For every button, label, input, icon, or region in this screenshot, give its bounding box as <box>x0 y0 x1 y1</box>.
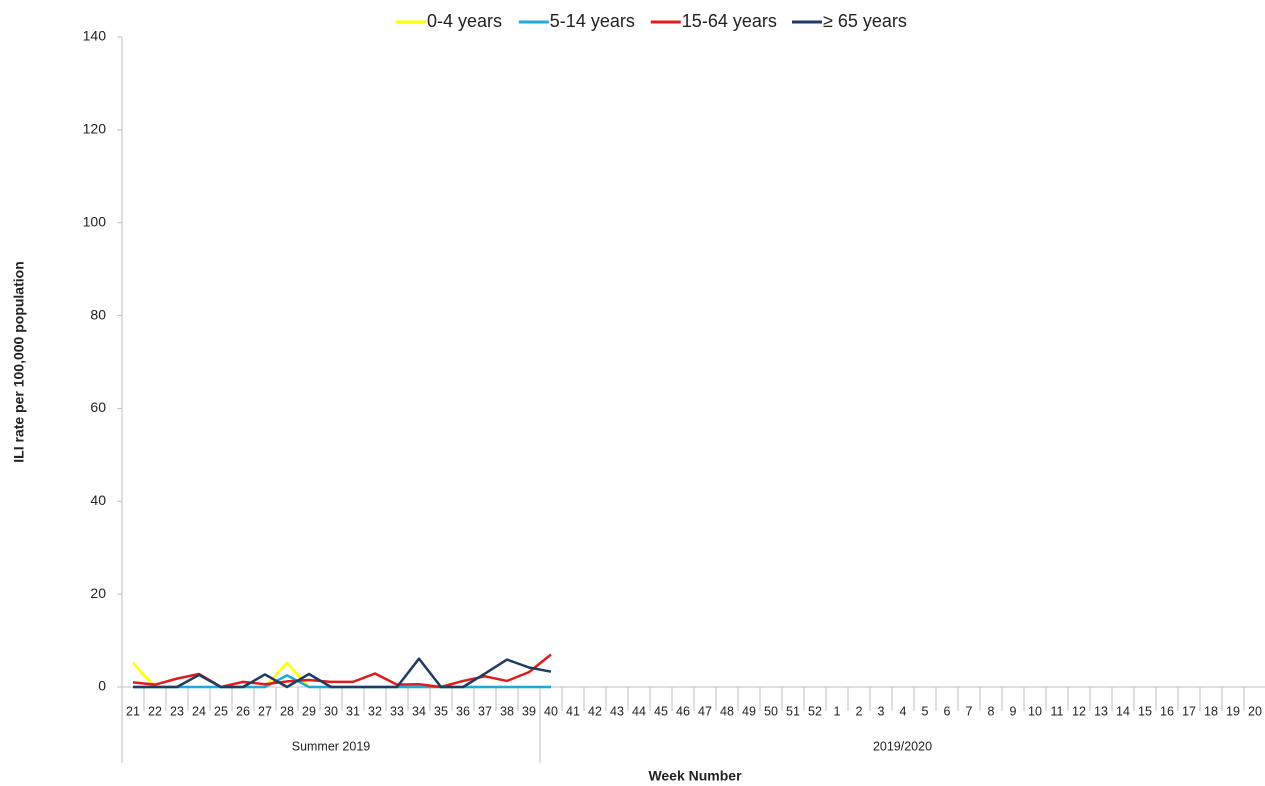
x-tick-label: 1 <box>834 704 841 718</box>
x-tick-label: 29 <box>302 704 316 718</box>
x-tick-label: 18 <box>1204 704 1218 718</box>
x-tick-label: 17 <box>1182 704 1196 718</box>
x-tick-label: 31 <box>346 704 360 718</box>
legend-label: ≥ 65 years <box>823 11 907 31</box>
x-tick-label: 32 <box>368 704 382 718</box>
x-axis-label: Week Number <box>648 768 742 784</box>
y-tick-label: 80 <box>90 306 106 322</box>
x-tick-label: 25 <box>214 704 228 718</box>
x-tick-label: 22 <box>148 704 162 718</box>
x-tick-label: 27 <box>258 704 272 718</box>
x-tick-label: 44 <box>632 704 646 718</box>
x-tick-label: 12 <box>1072 704 1086 718</box>
x-tick-label: 28 <box>280 704 294 718</box>
x-tick-label: 49 <box>742 704 756 718</box>
x-tick-label: 50 <box>764 704 778 718</box>
x-tick-label: 16 <box>1160 704 1174 718</box>
x-tick-label: 7 <box>966 704 973 718</box>
x-tick-label: 37 <box>478 704 492 718</box>
x-tick-label: 38 <box>500 704 514 718</box>
x-tick-label: 41 <box>566 704 580 718</box>
x-tick-label: 33 <box>390 704 404 718</box>
x-tick-label: 47 <box>698 704 712 718</box>
x-tick-label: 48 <box>720 704 734 718</box>
x-tick-label: 19 <box>1226 704 1240 718</box>
x-tick-label: 6 <box>944 704 951 718</box>
x-tick-label: 42 <box>588 704 602 718</box>
x-tick-label: 8 <box>988 704 995 718</box>
legend-label: 0-4 years <box>427 11 502 31</box>
legend-label: 5-14 years <box>550 11 635 31</box>
x-tick-label: 43 <box>610 704 624 718</box>
x-tick-label: 24 <box>192 704 206 718</box>
x-tick-label: 51 <box>786 704 800 718</box>
x-tick-label: 10 <box>1028 704 1042 718</box>
x-tick-label: 13 <box>1094 704 1108 718</box>
x-tick-label: 11 <box>1051 704 1064 718</box>
x-tick-label: 5 <box>922 704 929 718</box>
x-tick-label: 20 <box>1248 704 1262 718</box>
x-tick-label: 35 <box>434 704 448 718</box>
x-tick-label: 3 <box>878 704 885 718</box>
x-tick-label: 26 <box>236 704 250 718</box>
group-label: Summer 2019 <box>292 739 371 753</box>
y-tick-label: 140 <box>83 28 107 44</box>
group-label: 2019/2020 <box>873 739 932 753</box>
series-line <box>133 657 552 689</box>
x-tick-label: 40 <box>544 704 558 718</box>
x-tick-label: 21 <box>126 704 140 718</box>
y-tick-label: 40 <box>90 492 106 508</box>
y-tick-label: 60 <box>90 399 106 415</box>
x-tick-label: 9 <box>1010 704 1017 718</box>
x-tick-label: 34 <box>412 704 426 718</box>
x-tick-label: 23 <box>170 704 184 718</box>
x-tick-label: 4 <box>900 704 907 718</box>
x-tick-label: 15 <box>1138 704 1152 718</box>
x-tick-label: 36 <box>456 704 470 718</box>
y-tick-label: 0 <box>98 678 106 694</box>
x-tick-label: 52 <box>808 704 822 718</box>
y-tick-label: 20 <box>90 585 106 601</box>
x-tick-label: 45 <box>654 704 668 718</box>
legend-label: 15-64 years <box>682 11 777 31</box>
y-tick-label: 120 <box>83 121 107 137</box>
x-tick-label: 14 <box>1116 704 1130 718</box>
y-axis-label: ILI rate per 100,000 population <box>11 261 27 463</box>
x-tick-label: 46 <box>676 704 690 718</box>
y-tick-label: 100 <box>83 213 107 229</box>
x-tick-label: 39 <box>522 704 536 718</box>
x-tick-label: 2 <box>856 704 863 718</box>
x-tick-label: 30 <box>324 704 338 718</box>
